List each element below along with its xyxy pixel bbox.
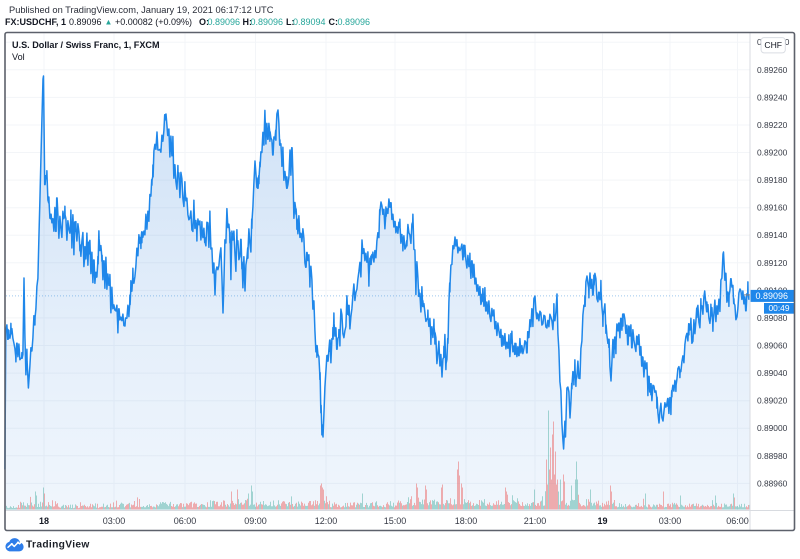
svg-text:00:49: 00:49 [769, 303, 790, 313]
svg-text:Published on TradingView.com,: Published on TradingView.com, January 19… [9, 5, 274, 15]
svg-text:19: 19 [597, 516, 607, 526]
svg-text:15:00: 15:00 [384, 516, 407, 526]
svg-text:06:00: 06:00 [174, 516, 197, 526]
svg-text:0.89120: 0.89120 [757, 258, 788, 268]
svg-text:21:00: 21:00 [524, 516, 547, 526]
svg-text:FX:USDCHF, 10.89096▲ +0.00082: FX:USDCHF, 1 0.89096 ▲ +0.00082 (+0.09%) O:… [5, 17, 370, 27]
svg-text:06:00: 06:00 [726, 516, 749, 526]
svg-text:12:00: 12:00 [315, 516, 338, 526]
svg-text:18:00: 18:00 [455, 516, 478, 526]
svg-text:0.89140: 0.89140 [757, 230, 788, 240]
svg-text:0.89260: 0.89260 [757, 65, 788, 75]
svg-text:0.89200: 0.89200 [757, 148, 788, 158]
svg-text:09:00: 09:00 [244, 516, 267, 526]
svg-text:0.89240: 0.89240 [757, 92, 788, 102]
svg-text:03:00: 03:00 [103, 516, 126, 526]
svg-text:CHF: CHF [764, 40, 782, 50]
svg-text:18: 18 [39, 516, 49, 526]
svg-text:0.89040: 0.89040 [757, 368, 788, 378]
svg-text:0.89080: 0.89080 [757, 313, 788, 323]
svg-text:0.89000: 0.89000 [757, 423, 788, 433]
svg-text:TradingView: TradingView [26, 539, 90, 550]
svg-text:U.S. Dollar / Swiss Franc, 1,: U.S. Dollar / Swiss Franc, 1, FXCM [12, 40, 160, 50]
svg-text:0.89096: 0.89096 [756, 291, 789, 301]
svg-text:0.89060: 0.89060 [757, 341, 788, 351]
svg-text:0.88980: 0.88980 [757, 451, 788, 461]
svg-text:0.88960: 0.88960 [757, 478, 788, 488]
svg-text:0.89160: 0.89160 [757, 203, 788, 213]
svg-text:0.89220: 0.89220 [757, 120, 788, 130]
svg-text:0.89180: 0.89180 [757, 175, 788, 185]
svg-text:03:00: 03:00 [659, 516, 682, 526]
svg-text:Vol: Vol [12, 52, 25, 62]
svg-text:0.89020: 0.89020 [757, 396, 788, 406]
